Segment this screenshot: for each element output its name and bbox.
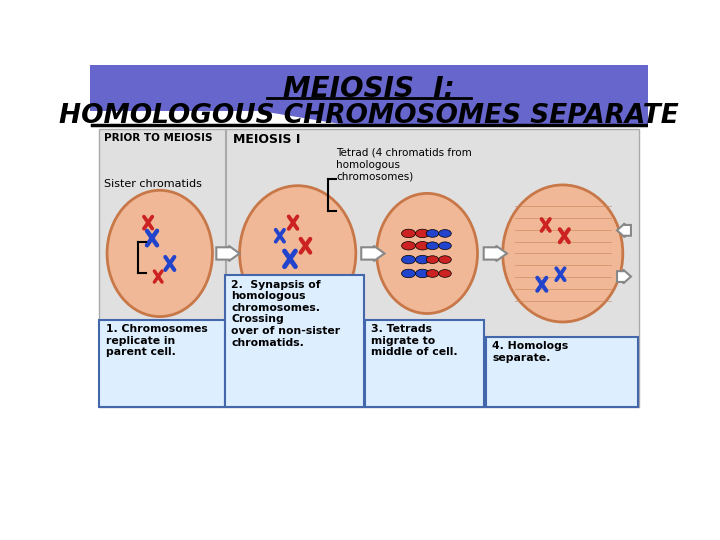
Ellipse shape	[402, 255, 415, 264]
FancyBboxPatch shape	[225, 275, 364, 408]
Text: 4. Homologs
separate.: 4. Homologs separate.	[492, 341, 569, 363]
Text: HOMOLOGOUS CHROMOSOMES SEPARATE: HOMOLOGOUS CHROMOSOMES SEPARATE	[59, 103, 679, 129]
Text: Tetrad (4 chromatids from
homologous
chromosomes): Tetrad (4 chromatids from homologous chr…	[336, 148, 472, 181]
FancyBboxPatch shape	[99, 320, 225, 408]
Text: 3. Tetrads
migrate to
middle of cell.: 3. Tetrads migrate to middle of cell.	[372, 325, 458, 357]
Ellipse shape	[150, 237, 153, 239]
FancyBboxPatch shape	[99, 129, 639, 408]
Ellipse shape	[541, 283, 543, 286]
FancyArrow shape	[216, 246, 240, 261]
Ellipse shape	[415, 229, 429, 238]
Ellipse shape	[438, 242, 451, 249]
FancyBboxPatch shape	[365, 320, 485, 408]
Text: MEIOSIS  I:: MEIOSIS I:	[283, 76, 455, 104]
Ellipse shape	[289, 258, 292, 260]
Ellipse shape	[402, 269, 415, 278]
Text: 2.  Synapsis of
homologous
chromosomes.
Crossing
over of non-sister
chromatids.: 2. Synapsis of homologous chromosomes. C…	[231, 280, 340, 348]
FancyArrow shape	[617, 269, 631, 284]
Ellipse shape	[304, 245, 307, 247]
FancyArrow shape	[361, 246, 384, 261]
Ellipse shape	[402, 241, 415, 250]
Ellipse shape	[107, 190, 212, 316]
Ellipse shape	[279, 234, 281, 237]
Ellipse shape	[544, 224, 547, 226]
Ellipse shape	[559, 273, 562, 275]
Ellipse shape	[415, 269, 429, 278]
Ellipse shape	[438, 269, 451, 278]
FancyArrow shape	[484, 246, 507, 261]
FancyBboxPatch shape	[486, 336, 638, 408]
Ellipse shape	[438, 230, 451, 237]
Ellipse shape	[415, 255, 429, 264]
Ellipse shape	[157, 275, 159, 278]
Ellipse shape	[240, 186, 356, 321]
Ellipse shape	[377, 193, 477, 314]
Ellipse shape	[563, 234, 565, 237]
Text: MEIOSIS I: MEIOSIS I	[233, 132, 301, 146]
Ellipse shape	[292, 221, 294, 224]
Ellipse shape	[438, 256, 451, 264]
Ellipse shape	[426, 269, 438, 278]
Ellipse shape	[402, 229, 415, 238]
Ellipse shape	[168, 262, 171, 265]
Text: PRIOR TO MEIOSIS: PRIOR TO MEIOSIS	[104, 132, 212, 143]
Ellipse shape	[426, 256, 438, 264]
Polygon shape	[90, 65, 648, 125]
Ellipse shape	[426, 242, 438, 249]
Ellipse shape	[426, 230, 438, 237]
Ellipse shape	[503, 185, 623, 322]
Ellipse shape	[415, 241, 429, 250]
Text: 1. Chromosomes
replicate in
parent cell.: 1. Chromosomes replicate in parent cell.	[106, 325, 207, 357]
FancyArrow shape	[617, 224, 631, 237]
Ellipse shape	[147, 221, 149, 224]
Text: Sister chromatids: Sister chromatids	[104, 179, 202, 189]
